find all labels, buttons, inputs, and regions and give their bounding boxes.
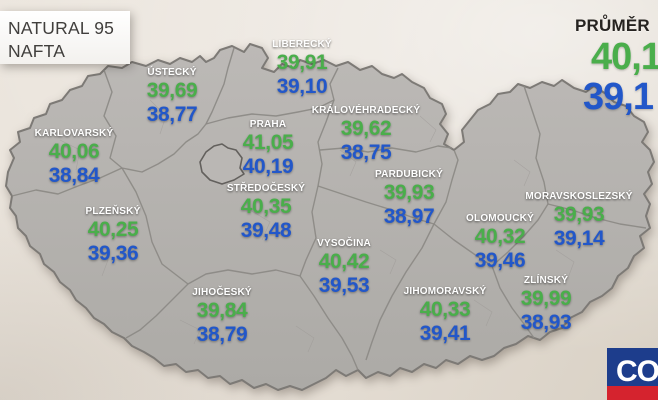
region-praha: PRAHA 41,05 40,19: [243, 118, 294, 179]
region-borders: [11, 47, 647, 371]
region-name: KARLOVARSKÝ: [34, 128, 114, 139]
region-pardubicky: PARDUBICKÝ 39,93 38,97: [375, 168, 443, 229]
channel-logo: CO: [607, 348, 658, 400]
region-plzensky: PLZEŇSKÝ 40,25 39,36: [86, 205, 141, 266]
region-vysocina: VYSOČINA 40,42 39,53: [317, 237, 371, 298]
region-karlovarsky: KARLOVARSKÝ 40,06 38,84: [35, 127, 114, 188]
region-natural95-value: 41,05: [242, 131, 294, 154]
average-price-panel: PRŮMĚR 40,1 39,1: [575, 16, 658, 118]
region-name: PARDUBICKÝ: [375, 169, 443, 180]
fuel-legend-natural95: NATURAL 95: [8, 18, 115, 38]
region-natural95-value: 39,93: [383, 181, 435, 204]
region-jihomoravsky: JIHOMORAVSKÝ 40,33 39,41: [404, 285, 487, 346]
region-name: ZLÍNSKÝ: [523, 275, 569, 286]
region-moravskoslezsky: MORAVSKOSLEZSKÝ 39,93 39,14: [525, 190, 632, 251]
region-name: PRAHA: [249, 119, 287, 130]
region-natural95-value: 40,42: [318, 250, 370, 273]
region-name: LIBERECKÝ: [272, 39, 332, 50]
region-liberecky: LIBERECKÝ 39,91 39,10: [272, 38, 332, 99]
region-olomoucky: OLOMOUCKÝ 40,32 39,46: [466, 212, 534, 273]
region-nafta-value: 38,77: [146, 103, 198, 126]
region-name: KRÁLOVÉHRADECKÝ: [311, 105, 421, 116]
region-natural95-value: 40,25: [87, 218, 139, 241]
fuel-legend-box: NATURAL 95 NAFTA: [0, 11, 130, 64]
prague-city-outline: [199, 143, 245, 185]
region-kralovehradecky: KRÁLOVÉHRADECKÝ 39,62 38,75: [312, 104, 421, 165]
region-ustecky: ÚSTECKÝ 39,69 38,77: [147, 66, 198, 127]
region-natural95-value: 40,33: [419, 298, 471, 321]
region-jihocesky: JIHOČESKÝ 39,84 38,79: [192, 286, 252, 347]
region-natural95-value: 40,35: [240, 195, 292, 218]
region-nafta-value: 38,79: [196, 323, 248, 346]
region-nafta-value: 39,53: [318, 274, 370, 297]
region-natural95-value: 40,32: [474, 225, 526, 248]
region-name: MORAVSKOSLEZSKÝ: [525, 191, 633, 202]
region-natural95-value: 39,91: [276, 51, 328, 74]
region-natural95-value: 39,69: [146, 79, 198, 102]
region-nafta-value: 38,75: [340, 141, 392, 164]
region-nafta-value: 39,41: [419, 322, 471, 345]
region-natural95-value: 40,06: [48, 140, 100, 163]
channel-logo-red-stripe: [607, 386, 658, 400]
region-nafta-value: 39,48: [240, 219, 292, 242]
district-borders: [59, 99, 575, 353]
average-natural95-value: 40,1: [591, 36, 658, 78]
channel-logo-text: CO: [616, 355, 658, 388]
region-zlinsky: ZLÍNSKÝ 39,99 38,93: [521, 274, 572, 335]
region-nafta-value: 39,46: [474, 249, 526, 272]
region-natural95-value: 39,99: [520, 287, 572, 310]
fuel-legend-nafta: NAFTA: [8, 41, 66, 61]
region-nafta-value: 38,93: [520, 311, 572, 334]
region-nafta-value: 39,36: [87, 242, 139, 265]
region-name: STŘEDOČESKÝ: [226, 183, 306, 194]
region-name: JIHOMORAVSKÝ: [403, 286, 487, 297]
region-nafta-value: 39,10: [276, 75, 328, 98]
region-nafta-value: 38,97: [383, 205, 435, 228]
region-natural95-value: 39,62: [340, 117, 392, 140]
region-stredocesky: STŘEDOČESKÝ 40,35 39,48: [227, 182, 305, 243]
region-name: OLOMOUCKÝ: [466, 213, 534, 224]
region-name: JIHOČESKÝ: [192, 287, 252, 298]
region-nafta-value: 38,84: [48, 164, 100, 187]
region-nafta-value: 39,14: [553, 227, 605, 250]
region-name: VYSOČINA: [317, 238, 371, 249]
region-natural95-value: 39,84: [196, 299, 248, 322]
average-label: PRŮMĚR: [575, 16, 650, 35]
region-natural95-value: 39,93: [553, 203, 605, 226]
region-nafta-value: 40,19: [242, 155, 294, 178]
average-nafta-value: 39,1: [583, 76, 654, 118]
region-name: PLZEŇSKÝ: [85, 206, 141, 217]
region-name: ÚSTECKÝ: [147, 67, 197, 78]
